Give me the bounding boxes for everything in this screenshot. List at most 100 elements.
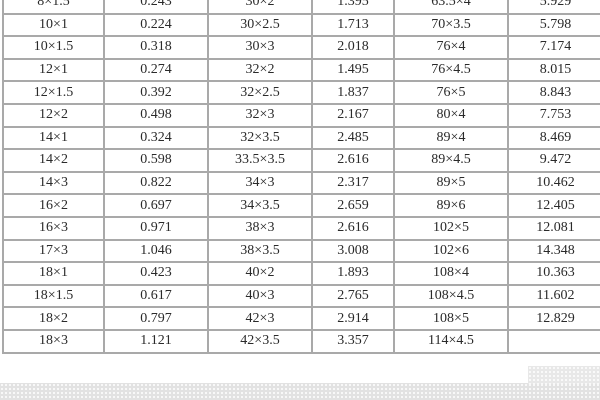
table-cell: 0.324 (103, 125, 209, 151)
table-cell: 0.617 (103, 283, 209, 309)
table-cell: 34×3.5 (207, 193, 313, 218)
table-row: 18×2 0.797 42×3 2.914 108×5 12.829 (2, 306, 600, 331)
table-row: 10×1.5 0.318 30×3 2.018 76×4 7.174 (2, 35, 600, 60)
table-cell: 14×1 (2, 125, 105, 151)
table-cell: 2.485 (311, 125, 395, 151)
table-cell: 89×6 (393, 193, 509, 218)
table-cell (507, 328, 600, 354)
table-cell: 8.015 (507, 57, 600, 83)
table-cell: 30×2.5 (207, 12, 313, 38)
table-cell: 10×1.5 (2, 35, 105, 60)
table-cell: 1.121 (103, 328, 209, 354)
table-row: 8×1.5 0.243 30×2 1.395 63.5×4 5.929 (2, 0, 600, 15)
table-cell: 0.274 (103, 57, 209, 83)
table-row: 12×1 0.274 32×2 1.495 76×4.5 8.015 (2, 57, 600, 83)
table-cell: 34×3 (207, 170, 313, 196)
table-cell: 30×2 (207, 0, 313, 15)
table-cell: 2.914 (311, 306, 395, 331)
table-cell: 1.495 (311, 57, 395, 83)
table-cell: 12.405 (507, 193, 600, 218)
table-row: 16×2 0.697 34×3.5 2.659 89×6 12.405 (2, 193, 600, 218)
table-cell: 1.395 (311, 0, 395, 15)
table-cell: 18×1.5 (2, 283, 105, 309)
table-cell: 0.598 (103, 148, 209, 173)
table-cell: 108×5 (393, 306, 509, 331)
table-cell: 1.893 (311, 261, 395, 286)
table-cell: 3.357 (311, 328, 395, 354)
table-cell: 3.008 (311, 238, 395, 264)
table-row: 14×2 0.598 33.5×3.5 2.616 89×4.5 9.472 (2, 148, 600, 173)
table-cell: 102×5 (393, 215, 509, 241)
table-row: 16×3 0.971 38×3 2.616 102×5 12.081 (2, 215, 600, 241)
table-cell: 2.659 (311, 193, 395, 218)
table-cell: 0.318 (103, 35, 209, 60)
table-cell: 12.081 (507, 215, 600, 241)
table-cell: 5.929 (507, 0, 600, 15)
table-cell: 16×3 (2, 215, 105, 241)
table-cell: 80×4 (393, 102, 509, 128)
table-cell: 0.243 (103, 0, 209, 15)
table-row: 18×1.5 0.617 40×3 2.765 108×4.5 11.602 (2, 283, 600, 309)
table-cell: 5.798 (507, 12, 600, 38)
table-cell: 14×2 (2, 148, 105, 173)
table-cell: 89×4.5 (393, 148, 509, 173)
table-cell: 8.469 (507, 125, 600, 151)
table-cell: 17×3 (2, 238, 105, 264)
table-cell: 14.348 (507, 238, 600, 264)
pipe-spec-table: 8×1.5 0.243 30×2 1.395 63.5×4 5.929 10×1 0.224 3… (2, 0, 600, 354)
table-cell: 8.843 (507, 80, 600, 105)
table-cell: 0.822 (103, 170, 209, 196)
table-cell: 30×3 (207, 35, 313, 60)
table-row: 18×3 1.121 42×3.5 3.357 114×4.5 (2, 328, 600, 354)
table-cell: 42×3 (207, 306, 313, 331)
table-cell: 12×2 (2, 102, 105, 128)
table-cell: 0.971 (103, 215, 209, 241)
table-row: 17×3 1.046 38×3.5 3.008 102×6 14.348 (2, 238, 600, 264)
table-cell: 18×2 (2, 306, 105, 331)
table-cell: 32×2.5 (207, 80, 313, 105)
table-cell: 108×4.5 (393, 283, 509, 309)
table-cell: 10.462 (507, 170, 600, 196)
table-row: 14×3 0.822 34×3 2.317 89×5 10.462 (2, 170, 600, 196)
table-cell: 1.713 (311, 12, 395, 38)
table-cell: 0.498 (103, 102, 209, 128)
table-cell: 32×2 (207, 57, 313, 83)
table-cell: 7.753 (507, 102, 600, 128)
table-cell: 108×4 (393, 261, 509, 286)
table-row: 18×1 0.423 40×2 1.893 108×4 10.363 (2, 261, 600, 286)
table-cell: 0.797 (103, 306, 209, 331)
table-cell: 76×4.5 (393, 57, 509, 83)
image-noise-patch (528, 366, 600, 384)
table-cell: 32×3 (207, 102, 313, 128)
table-cell: 7.174 (507, 35, 600, 60)
table-cell: 14×3 (2, 170, 105, 196)
table-cell: 16×2 (2, 193, 105, 218)
table-cell: 102×6 (393, 238, 509, 264)
table-row: 10×1 0.224 30×2.5 1.713 70×3.5 5.798 (2, 12, 600, 38)
image-noise-band (0, 383, 600, 400)
table-row: 14×1 0.324 32×3.5 2.485 89×4 8.469 (2, 125, 600, 151)
table-cell: 114×4.5 (393, 328, 509, 354)
table-row: 12×1.5 0.392 32×2.5 1.837 76×5 8.843 (2, 80, 600, 105)
table-cell: 2.167 (311, 102, 395, 128)
table-cell: 12.829 (507, 306, 600, 331)
table-cell: 89×4 (393, 125, 509, 151)
table-cell: 70×3.5 (393, 12, 509, 38)
table-cell: 63.5×4 (393, 0, 509, 15)
table-cell: 2.317 (311, 170, 395, 196)
table-cell: 2.616 (311, 148, 395, 173)
table-cell: 2.018 (311, 35, 395, 60)
table-cell: 33.5×3.5 (207, 148, 313, 173)
table-cell: 11.602 (507, 283, 600, 309)
table-cell: 42×3.5 (207, 328, 313, 354)
table-cell: 76×5 (393, 80, 509, 105)
table-cell: 38×3.5 (207, 238, 313, 264)
table-cell: 8×1.5 (2, 0, 105, 15)
table-cell: 9.472 (507, 148, 600, 173)
table-cell: 10.363 (507, 261, 600, 286)
table-cell: 0.423 (103, 261, 209, 286)
table-cell: 76×4 (393, 35, 509, 60)
table-cell: 10×1 (2, 12, 105, 38)
table-cell: 18×3 (2, 328, 105, 354)
table-cell: 2.765 (311, 283, 395, 309)
